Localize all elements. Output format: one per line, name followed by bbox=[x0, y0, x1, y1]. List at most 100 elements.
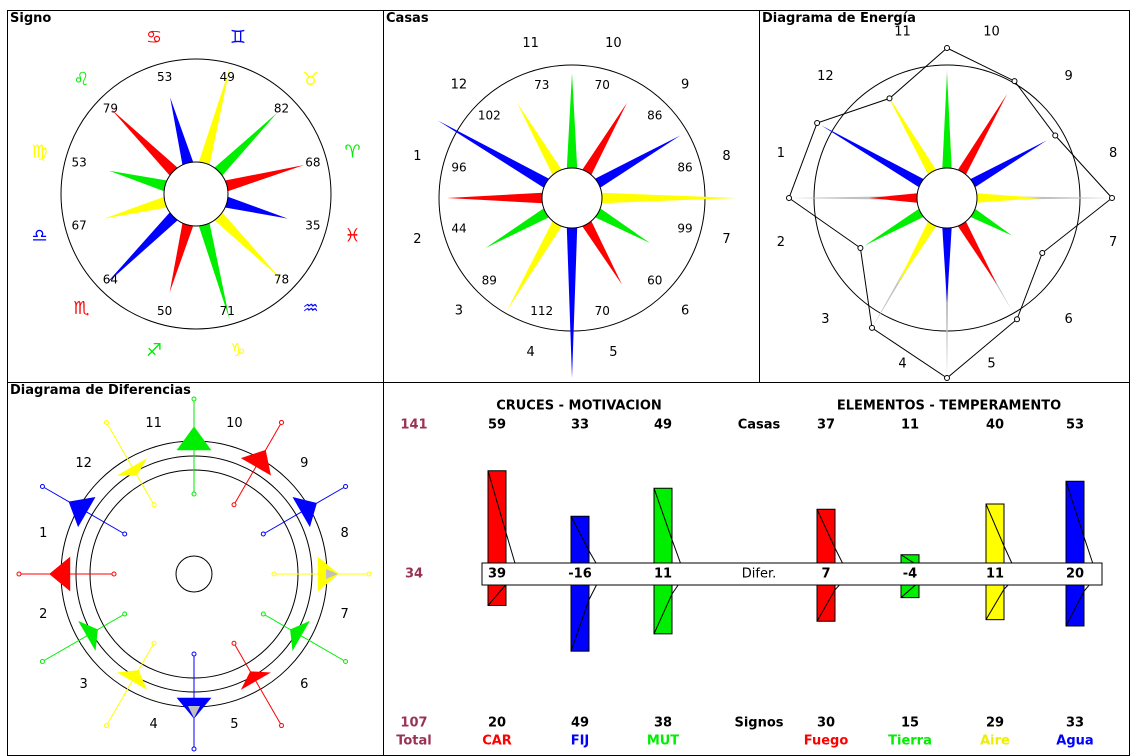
diferencias-axis-end-marker bbox=[343, 484, 349, 489]
difer-row-label: Difer. bbox=[742, 567, 776, 582]
signo-ray bbox=[198, 66, 231, 165]
total-casas-value: 141 bbox=[400, 418, 427, 433]
casas-house-value: 96 bbox=[451, 161, 466, 175]
diferencias-center-circle bbox=[175, 555, 213, 593]
signo-glyph-icon: ♒ bbox=[302, 298, 318, 319]
signo-glyph-icon: ♑ bbox=[230, 340, 246, 361]
diferencias-axis-end-marker bbox=[191, 651, 197, 657]
diferencias-wedge bbox=[240, 449, 271, 476]
energia-vertex-marker bbox=[869, 324, 875, 331]
signos-row-label: Signos bbox=[734, 716, 783, 731]
casas-house-number: 10 bbox=[605, 36, 622, 51]
diferencias-wedge bbox=[117, 670, 148, 690]
diferencias-house-number: 3 bbox=[80, 677, 88, 692]
signos-value: 33 bbox=[1066, 716, 1084, 731]
energia-house-number: 9 bbox=[1064, 69, 1072, 84]
casas-ray bbox=[594, 135, 681, 188]
stats-panel: CRUCES - MOTIVACION ELEMENTOS - TEMPERAME… bbox=[383, 382, 1130, 756]
diferencias-axis-end-marker bbox=[231, 502, 237, 508]
energia-house-number: 11 bbox=[894, 24, 911, 39]
total-signos-value: 107 bbox=[400, 716, 427, 731]
casas-panel: Casas 96 1 44 2 89 3 112 4 70 5 60 6 99 7 86 8 86 9 70 10 73… bbox=[383, 10, 760, 383]
diferencias-axis-line bbox=[263, 613, 346, 662]
casas-ray bbox=[437, 120, 550, 188]
diferencias-house-number: 9 bbox=[300, 456, 308, 471]
casas-house-value: 112 bbox=[530, 304, 553, 318]
casas-house-number: 6 bbox=[681, 304, 689, 319]
signo-panel: Signo 68 ♈ 82 ♉ 49 ♊ 53 ♋ 79 ♌ 53 ♍ 67 ♎ 64 ♏ 50 ♐ 71 ♑ 78 ♒ 3… bbox=[7, 10, 384, 383]
casas-value: 59 bbox=[488, 418, 506, 433]
diferencias-axis-line bbox=[42, 613, 125, 662]
casas-value: 49 bbox=[654, 418, 672, 433]
energia-panel: Diagrama de Energía 1 2 3 4 5 6 7 8 9 10 11 12 bbox=[759, 10, 1130, 383]
casas-ray bbox=[594, 208, 650, 243]
diferencias-wedge bbox=[290, 620, 310, 651]
signo-ray-value: 53 bbox=[71, 156, 86, 170]
stats-chart: CRUCES - MOTIVACION ELEMENTOS - TEMPERAME… bbox=[396, 399, 1103, 749]
casas-house-number: 5 bbox=[609, 345, 617, 360]
diferencias-wedge bbox=[240, 671, 271, 690]
difer-value: -4 bbox=[903, 567, 917, 582]
signos-value: 29 bbox=[986, 716, 1004, 731]
diferencias-panel-title: Diagrama de Diferencias bbox=[10, 383, 191, 398]
casas-house-value: 60 bbox=[647, 274, 662, 288]
energia-center-circle bbox=[916, 167, 978, 229]
casas-house-value: 70 bbox=[595, 78, 610, 92]
signo-ray bbox=[111, 109, 178, 176]
diferencias-axis-end-marker bbox=[191, 746, 197, 752]
casas-house-number: 7 bbox=[722, 232, 730, 247]
signo-ray bbox=[214, 112, 278, 176]
energia-ray bbox=[821, 125, 924, 188]
energia-house-number: 7 bbox=[1109, 235, 1117, 250]
casas-center-circle bbox=[541, 167, 603, 229]
diferencias-axis-line bbox=[233, 643, 282, 726]
signos-bar bbox=[570, 573, 590, 652]
energia-house-number: 4 bbox=[898, 357, 906, 372]
signo-glyph-icon: ♍ bbox=[31, 142, 47, 163]
energia-ray bbox=[957, 221, 997, 285]
signo-ray-value: 68 bbox=[305, 156, 320, 170]
diferencias-house-number: 1 bbox=[39, 526, 47, 541]
casas-value: 53 bbox=[1066, 418, 1084, 433]
casas-ray bbox=[566, 73, 578, 169]
difer-value: 11 bbox=[986, 567, 1004, 582]
energia-ray bbox=[970, 140, 1047, 188]
energia-ray bbox=[869, 193, 918, 203]
energia-ray bbox=[864, 208, 924, 246]
total-label: Total bbox=[396, 734, 432, 749]
diferencias-axis-end-marker bbox=[16, 571, 22, 577]
diferencias-axis-end-marker bbox=[122, 611, 128, 617]
difer-value: -16 bbox=[568, 567, 592, 582]
casas-house-number: 11 bbox=[522, 36, 539, 51]
energia-house-number: 6 bbox=[1064, 312, 1072, 327]
casas-ray bbox=[485, 208, 550, 248]
category-label: Agua bbox=[1056, 734, 1093, 749]
signos-value: 49 bbox=[571, 716, 589, 731]
signo-glyph-icon: ♐ bbox=[146, 340, 162, 361]
casas-house-number: 4 bbox=[526, 345, 534, 360]
casas-house-value: 86 bbox=[647, 108, 662, 122]
signo-glyph-icon: ♋ bbox=[146, 27, 162, 48]
casas-wheel: 96 1 44 2 89 3 112 4 70 5 60 6 99 7 86 8 86 9 70 10 73 11 102 1… bbox=[413, 36, 737, 378]
diferencias-axis-end-marker bbox=[39, 659, 45, 664]
cruces-title: CRUCES - MOTIVACION bbox=[496, 399, 662, 414]
energia-ray bbox=[942, 73, 952, 169]
diferencias-axis-end-marker bbox=[260, 611, 266, 617]
signo-ray-value: 50 bbox=[157, 304, 172, 318]
signo-ray bbox=[225, 196, 288, 219]
casas-house-value: 102 bbox=[478, 108, 501, 122]
signo-ray-value: 82 bbox=[274, 101, 289, 115]
casas-house-number: 1 bbox=[413, 149, 421, 164]
energia-ray bbox=[957, 94, 1007, 175]
diferencias-axis-end-marker bbox=[231, 640, 237, 646]
energia-house-number: 8 bbox=[1109, 146, 1117, 161]
casas-value: 40 bbox=[986, 418, 1004, 433]
casas-value: 11 bbox=[901, 418, 919, 433]
casas-ray bbox=[447, 192, 543, 204]
signo-ray-value: 67 bbox=[71, 218, 86, 232]
diferencias-axis-end-marker bbox=[111, 571, 117, 577]
signo-ray-value: 71 bbox=[220, 304, 235, 318]
diferencias-house-number: 12 bbox=[75, 456, 92, 471]
signo-glyph-icon: ♊ bbox=[230, 27, 246, 48]
